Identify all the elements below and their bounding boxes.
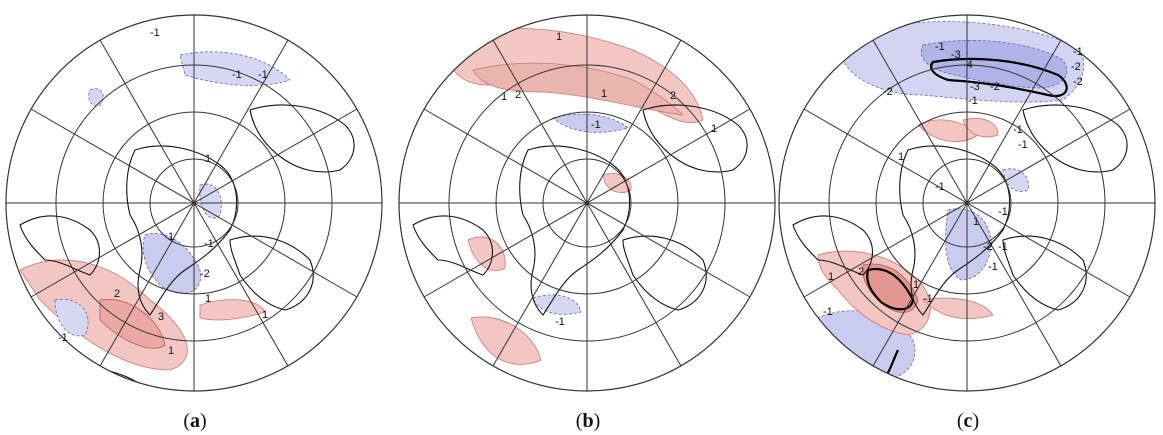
contour-label: -1 bbox=[555, 316, 565, 328]
contour-label: -2 bbox=[200, 268, 210, 280]
contour-label: 2 bbox=[114, 288, 120, 300]
negative-anomaly bbox=[552, 113, 629, 133]
coastline bbox=[412, 215, 493, 276]
contour-label: 3 bbox=[158, 311, 164, 323]
coastline bbox=[899, 145, 1011, 316]
contour-label: 1 bbox=[501, 91, 507, 103]
contour-labels: 1 1 2 1 2 1 -1 -1 bbox=[501, 31, 717, 328]
contour-label: -1 bbox=[1018, 139, 1028, 151]
contour-label: 1 bbox=[205, 293, 211, 305]
coastline bbox=[642, 104, 748, 173]
coastline bbox=[519, 145, 631, 316]
contour-label: -1 bbox=[150, 27, 160, 39]
coastline bbox=[792, 215, 873, 276]
contour-label: -2 bbox=[1071, 61, 1081, 73]
contour-label: -1 bbox=[935, 41, 945, 53]
contour-label: 1 bbox=[711, 123, 717, 135]
contour-label: 1 bbox=[973, 216, 979, 228]
contour-label: -1 bbox=[923, 293, 933, 305]
contour-label: 1 bbox=[828, 271, 834, 283]
panel-b: 1 1 2 1 2 1 -1 -1 (b) bbox=[393, 0, 783, 435]
coastline bbox=[622, 235, 707, 311]
contour-label: -1 bbox=[591, 119, 601, 131]
contour-label: 2 bbox=[515, 89, 521, 101]
coastline bbox=[1002, 235, 1087, 311]
contour-labels: -1 -3 -4 -1 -2 -2 -2 -3 -2 -1 -1 -1 1 -1… bbox=[823, 41, 1083, 318]
coastline bbox=[1022, 104, 1128, 173]
positive-anomaly bbox=[922, 297, 994, 320]
contour-label: -1 bbox=[988, 261, 998, 273]
contour-label: 1 bbox=[168, 231, 174, 243]
negative-anomaly bbox=[532, 294, 582, 315]
contour-label: -1 bbox=[58, 332, 68, 344]
contour-label: 1 bbox=[168, 345, 174, 357]
contour-label: -3 bbox=[970, 81, 980, 93]
contour-label: 1 bbox=[898, 151, 904, 163]
contour-label: -1 bbox=[204, 238, 214, 250]
contour-label: -1 bbox=[935, 181, 945, 193]
contour-label: -1 bbox=[232, 69, 242, 81]
panel-caption-c: (c) bbox=[956, 410, 980, 432]
negative-anomaly bbox=[945, 208, 992, 281]
contour-label: 1 bbox=[913, 279, 919, 291]
contour-label: -2 bbox=[983, 241, 993, 253]
contour-label: 2 bbox=[858, 266, 864, 278]
coastline bbox=[19, 215, 100, 276]
contour-label: -1 bbox=[823, 306, 833, 318]
contour-label: 1 bbox=[205, 153, 211, 165]
negative-anomaly bbox=[142, 233, 202, 294]
coastline bbox=[229, 235, 314, 311]
contour-label: 2 bbox=[670, 90, 676, 102]
positive-anomaly-core bbox=[99, 298, 166, 349]
contour-label: 1 bbox=[601, 88, 607, 100]
panel-caption-b: (b) bbox=[575, 410, 601, 432]
contour-label: -2 bbox=[1073, 76, 1083, 88]
positive-anomaly bbox=[472, 62, 685, 116]
contour-label: -1 bbox=[968, 95, 978, 107]
polar-map-a: -1 -1 1 -1 1 2 3 -2 -1 1 1 1 -1 bbox=[5, 14, 383, 392]
contour-label: -1 bbox=[258, 69, 268, 81]
negative-anomaly bbox=[1002, 168, 1029, 192]
contour-label: -4 bbox=[963, 59, 973, 71]
contour-label: -1 bbox=[1013, 124, 1023, 136]
positive-anomaly bbox=[470, 316, 542, 365]
positive-anomaly bbox=[467, 236, 506, 271]
negative-anomaly bbox=[88, 88, 104, 107]
coastline bbox=[79, 368, 162, 391]
negative-anomaly bbox=[179, 51, 291, 86]
significance-contour bbox=[866, 267, 915, 311]
positive-anomaly bbox=[199, 299, 266, 321]
polar-map-b: 1 1 2 1 2 1 -1 -1 bbox=[398, 14, 776, 392]
positive-anomaly bbox=[962, 118, 999, 138]
contour-labels: -1 -1 1 -1 1 2 3 -2 -1 1 1 1 -1 bbox=[58, 27, 268, 357]
contour-label: -1 bbox=[1073, 46, 1083, 58]
significance-contour bbox=[930, 57, 1068, 98]
panel-caption-a: (a) bbox=[183, 410, 207, 432]
contour-label: -3 bbox=[951, 49, 961, 61]
negative-anomaly bbox=[54, 298, 89, 337]
contour-label: -1 bbox=[998, 241, 1008, 253]
contour-label: 1 bbox=[262, 309, 268, 321]
contour-label: -2 bbox=[990, 81, 1000, 93]
panel-c: -1 -3 -4 -1 -2 -2 -2 -3 -2 -1 -1 -1 1 -1… bbox=[773, 0, 1163, 435]
panel-a: -1 -1 1 -1 1 2 3 -2 -1 1 1 1 -1 (a) bbox=[0, 0, 390, 435]
contour-label: 1 bbox=[556, 31, 562, 43]
polar-map-c: -1 -3 -4 -1 -2 -2 -2 -3 -2 -1 -1 -1 1 -1… bbox=[778, 14, 1156, 392]
contour-label: -2 bbox=[883, 86, 893, 98]
coastline bbox=[126, 145, 238, 316]
coastline bbox=[249, 104, 355, 173]
contour-label: -1 bbox=[998, 206, 1008, 218]
